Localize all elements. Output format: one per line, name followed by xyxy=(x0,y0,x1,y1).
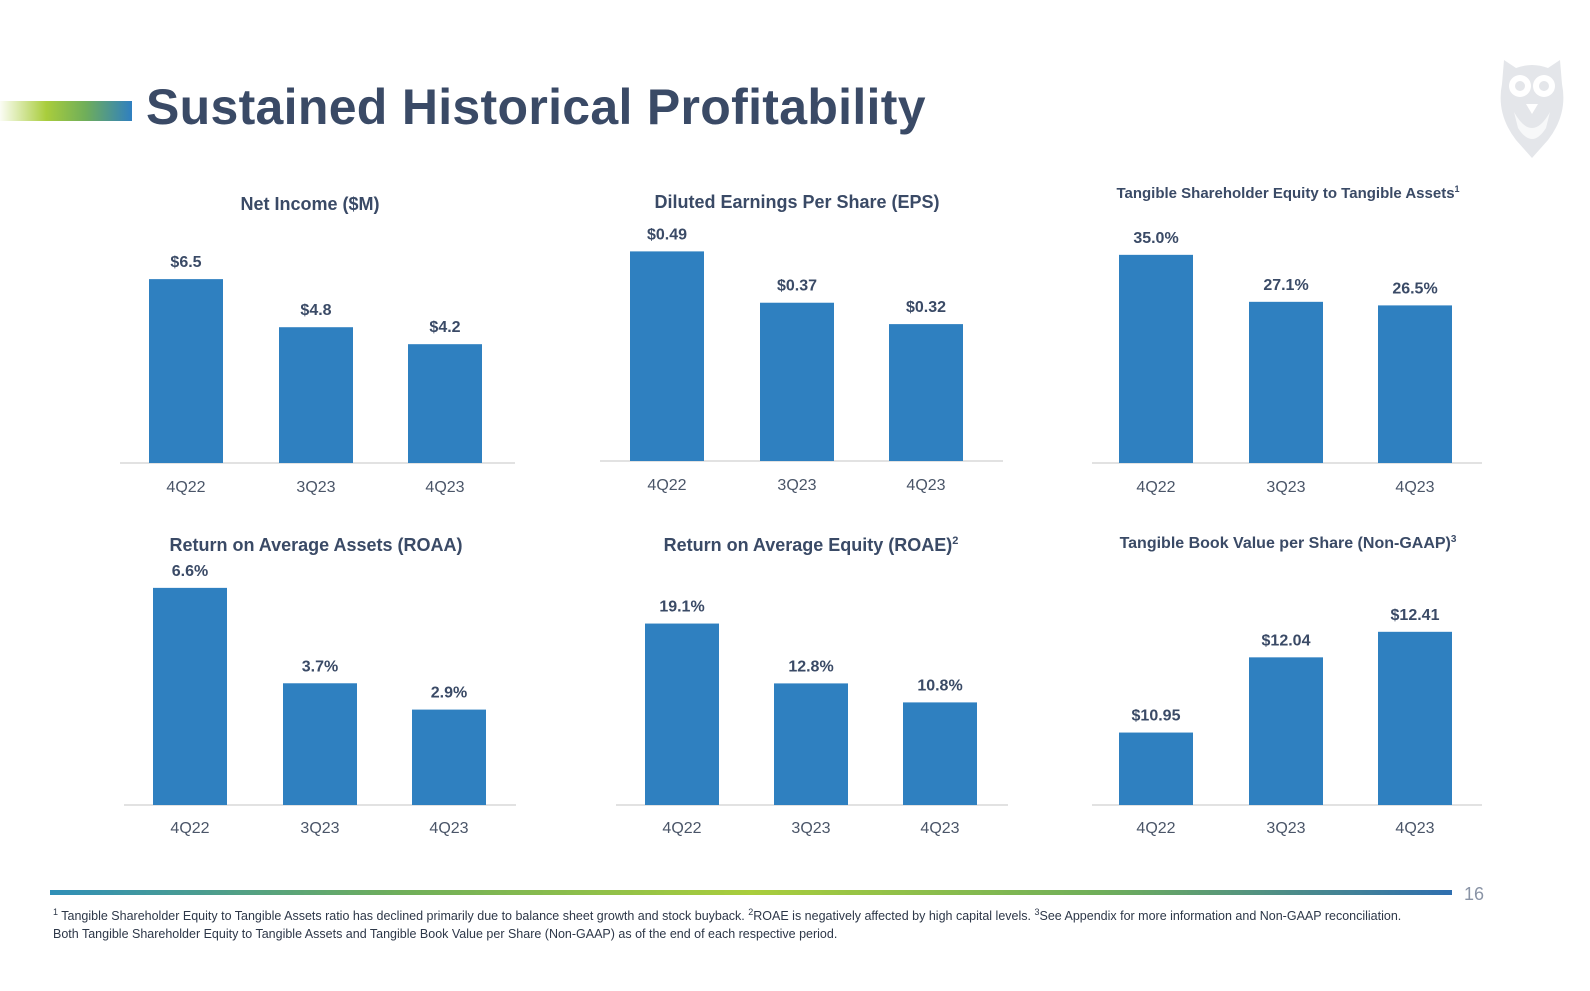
footnote-sup-2: 2 xyxy=(748,907,754,917)
x-tick-label: 4Q22 xyxy=(166,479,205,496)
bar-3q23 xyxy=(774,683,848,805)
data-label: 26.5% xyxy=(1392,280,1437,297)
owl-logo-icon xyxy=(1500,60,1564,158)
chart-title: Return on Average Equity (ROAE)2 xyxy=(664,535,959,555)
data-label: 6.6% xyxy=(172,563,208,580)
roaa-chart: Return on Average Assets (ROAA) 6.6% 4Q22… xyxy=(124,530,524,850)
data-label: 10.8% xyxy=(917,677,962,694)
net-income-chart: Net Income ($M) $6.5 4Q22 $4.8 3Q23 $4.2 4Q23 xyxy=(120,190,520,510)
chart-title: Net Income ($M) xyxy=(240,194,379,214)
bar-4q23 xyxy=(903,702,977,805)
chart-title-sup: 3 xyxy=(1451,534,1457,545)
x-tick-label: 4Q23 xyxy=(906,477,945,494)
bar-group: 6.6% 4Q22 3.7% 3Q23 2.9% 4Q23 xyxy=(153,563,486,837)
bar-3q23 xyxy=(1249,301,1323,463)
bar-group: 35.0% 4Q22 27.1% 3Q23 26.5% 4Q23 xyxy=(1119,230,1452,496)
data-label: $4.2 xyxy=(429,319,460,336)
footnote-sup-1: 1 xyxy=(53,907,59,917)
footnote-text-2: ROAE is negatively affected by high capi… xyxy=(753,909,1031,924)
data-label: 19.1% xyxy=(659,599,704,616)
bar-4q23 xyxy=(408,344,482,463)
data-label: 3.7% xyxy=(302,658,338,675)
x-tick-label: 4Q22 xyxy=(170,820,209,837)
x-tick-label: 4Q23 xyxy=(425,479,464,496)
chart-title: Tangible Shareholder Equity to Tangible … xyxy=(1116,184,1459,202)
data-label: $6.5 xyxy=(170,254,201,271)
data-label: $12.41 xyxy=(1391,607,1440,624)
bar-4q22 xyxy=(153,587,227,805)
x-tick-label: 4Q23 xyxy=(920,820,959,837)
roae-chart: Return on Average Equity (ROAE)2 19.1% 4Q… xyxy=(616,530,1016,850)
data-label: 12.8% xyxy=(788,658,833,675)
x-tick-label: 4Q22 xyxy=(662,820,701,837)
x-tick-label: 3Q23 xyxy=(777,477,816,494)
tbv-per-share-chart: Tangible Book Value per Share (Non-GAAP)… xyxy=(1092,530,1492,850)
footnote-text-1: Tangible Shareholder Equity to Tangible … xyxy=(61,909,745,924)
data-label: $10.95 xyxy=(1132,708,1181,725)
chart-title-text: Tangible Book Value per Share (Non-GAAP) xyxy=(1120,535,1451,552)
diluted-eps-chart: Diluted Earnings Per Share (EPS) $0.49 4Q… xyxy=(600,190,1003,510)
data-label: 27.1% xyxy=(1263,277,1308,294)
chart-title: Return on Average Assets (ROAA) xyxy=(169,535,462,555)
x-tick-label: 4Q23 xyxy=(429,820,468,837)
x-tick-label: 3Q23 xyxy=(296,479,335,496)
x-tick-label: 3Q23 xyxy=(1266,820,1305,837)
data-label: $12.04 xyxy=(1262,632,1311,649)
x-tick-label: 3Q23 xyxy=(791,820,830,837)
bar-4q22 xyxy=(149,279,223,463)
footnote: 1 Tangible Shareholder Equity to Tangibl… xyxy=(53,903,1413,943)
bar-group: $6.5 4Q22 $4.8 3Q23 $4.2 4Q23 xyxy=(149,254,482,496)
bar-4q23 xyxy=(889,324,963,461)
bar-4q22 xyxy=(1119,732,1193,805)
bar-3q23 xyxy=(760,302,834,461)
chart-title: Diluted Earnings Per Share (EPS) xyxy=(654,192,939,212)
bar-4q22 xyxy=(645,623,719,805)
footer-accent-line xyxy=(50,890,1452,895)
bar-4q23 xyxy=(1378,631,1452,805)
bar-group: $0.49 4Q22 $0.37 3Q23 $0.32 4Q23 xyxy=(630,226,963,494)
bar-4q23 xyxy=(1378,305,1452,463)
x-tick-label: 4Q22 xyxy=(647,477,686,494)
chart-title-sup: 1 xyxy=(1455,184,1460,194)
bar-3q23 xyxy=(279,327,353,463)
x-tick-label: 4Q23 xyxy=(1395,820,1434,837)
page-number: 16 xyxy=(1464,884,1485,904)
data-label: $0.37 xyxy=(777,278,817,295)
bar-group: 19.1% 4Q22 12.8% 3Q23 10.8% 4Q23 xyxy=(645,599,977,837)
x-tick-label: 3Q23 xyxy=(300,820,339,837)
bar-group: $10.95 4Q22 $12.04 3Q23 $12.41 4Q23 xyxy=(1119,607,1452,837)
chart-title-text: Return on Average Equity (ROAE) xyxy=(664,535,953,555)
chart-title-sup: 2 xyxy=(952,535,958,547)
data-label: $0.32 xyxy=(906,299,946,316)
data-label: $0.49 xyxy=(647,226,687,243)
bar-3q23 xyxy=(283,683,357,805)
chart-title: Tangible Book Value per Share (Non-GAAP)… xyxy=(1120,534,1457,552)
data-label: 2.9% xyxy=(431,685,467,702)
bar-3q23 xyxy=(1249,657,1323,805)
bar-4q22 xyxy=(630,251,704,461)
page-title: Sustained Historical Profitability xyxy=(146,79,926,135)
title-accent-bar xyxy=(0,101,132,121)
x-tick-label: 4Q23 xyxy=(1395,479,1434,496)
x-tick-label: 4Q22 xyxy=(1136,820,1175,837)
footnote-text-3: See Appendix for more information and No… xyxy=(53,909,1402,942)
tangible-equity-ratio-chart: Tangible Shareholder Equity to Tangible … xyxy=(1092,180,1492,510)
data-label: $4.8 xyxy=(300,302,331,319)
x-tick-label: 4Q22 xyxy=(1136,479,1175,496)
chart-title-text: Tangible Shareholder Equity to Tangible … xyxy=(1116,185,1454,202)
bar-4q23 xyxy=(412,709,486,805)
footnote-sup-3: 3 xyxy=(1034,907,1040,917)
x-tick-label: 3Q23 xyxy=(1266,479,1305,496)
bar-4q22 xyxy=(1119,254,1193,463)
data-label: 35.0% xyxy=(1133,230,1178,247)
